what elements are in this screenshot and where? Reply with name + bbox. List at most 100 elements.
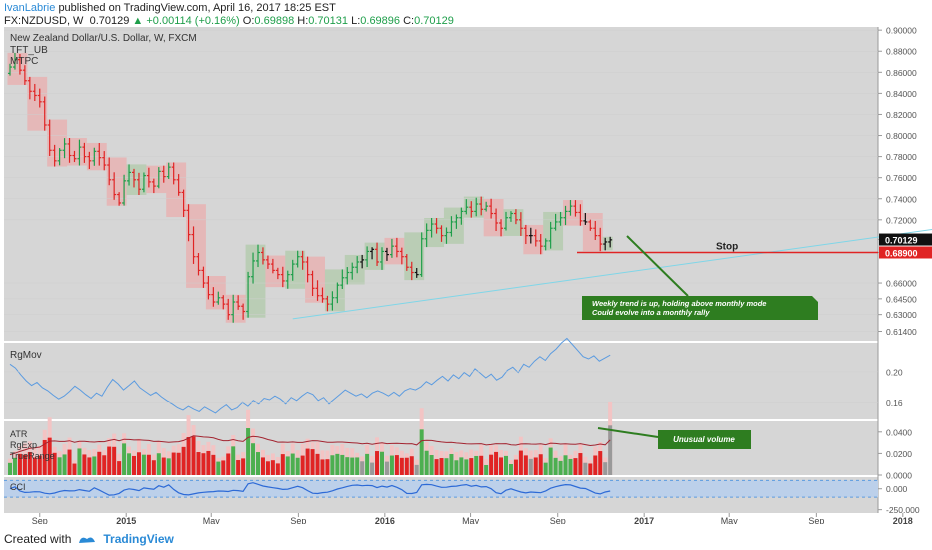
ohlc-bar	[568, 200, 573, 216]
ohlc-bar	[112, 172, 117, 200]
ohlc-bar	[469, 201, 474, 218]
true-range-bar	[454, 460, 459, 475]
true-range-bar	[340, 454, 345, 475]
ohlc-bar	[265, 255, 270, 269]
ohlc-bar	[92, 147, 97, 166]
ohlc-bar	[122, 174, 127, 206]
true-range-bar	[102, 455, 107, 475]
atr-label: ATR	[10, 429, 28, 439]
period-box	[106, 157, 127, 206]
ohlc-bar	[246, 271, 251, 318]
true-range-bar	[77, 448, 82, 475]
ohlc-bar	[384, 247, 389, 261]
ohlc-bar	[355, 256, 360, 274]
true-range-bar	[92, 456, 97, 475]
ohlc-bar	[513, 209, 518, 225]
period-boxes	[7, 52, 613, 323]
true-range-bar	[325, 459, 330, 475]
volume-note-text: Unusual volume	[673, 435, 735, 444]
ohlc-bar	[449, 216, 454, 237]
true-range-bar	[186, 437, 191, 475]
true-range-bar	[216, 461, 221, 475]
ohlc-bar	[117, 192, 122, 206]
true-range-bar	[389, 455, 394, 475]
ohlc-bar	[77, 139, 82, 166]
ohlc-bar	[563, 205, 568, 226]
true-range-bar	[419, 429, 424, 475]
true-range-bar	[275, 463, 280, 475]
period-box	[503, 209, 524, 236]
period-box	[324, 269, 345, 312]
true-range-bar	[380, 451, 384, 475]
true-range-bar	[459, 457, 464, 475]
true-range-bar	[196, 452, 201, 475]
true-range-bar	[141, 454, 146, 475]
rgexp-label: RgExp	[10, 440, 37, 450]
trend-line[interactable]	[292, 216, 932, 320]
true-range-bar	[330, 455, 335, 475]
chart-canvas[interactable]: Stop 0.90000 0.88000 0.86000 0.84000 0.82000…	[0, 27, 932, 524]
true-range-bar	[538, 454, 543, 475]
true-range-bar	[57, 457, 62, 475]
ohlc-bar	[315, 280, 320, 301]
ohlc-bar	[325, 295, 330, 312]
ohlc-bar	[345, 267, 350, 285]
ohlc-bar	[598, 227, 603, 252]
ohlc-bar	[409, 261, 414, 281]
tradingview-brand[interactable]: TradingView	[103, 532, 174, 546]
true-range-bar	[270, 460, 275, 475]
true-range-bar	[221, 460, 226, 475]
ohlc-bar	[47, 119, 52, 157]
ohlc-bar	[241, 303, 246, 320]
time-tick-label: 2015	[116, 516, 136, 524]
true-range-bar	[256, 452, 260, 475]
atr-line	[9, 435, 611, 456]
true-range-bar	[350, 457, 355, 475]
true-range-bar	[409, 456, 414, 475]
true-range-bar	[528, 458, 533, 475]
price-tick-label: 0.72000	[886, 215, 917, 225]
true-range-bar	[414, 464, 419, 475]
true-range-bar	[290, 453, 295, 475]
true-range-bar	[265, 461, 270, 475]
time-axis: Sep2015MaySep2016MaySep2017MaySep2018May	[32, 513, 913, 524]
true-range-bar	[518, 450, 523, 475]
footer: Created with TradingView	[4, 532, 174, 546]
true-range-bar	[315, 453, 320, 475]
rgmov-line	[9, 337, 611, 414]
period-box	[166, 162, 187, 218]
ohlc-bar	[518, 212, 523, 236]
true-range-bar	[171, 452, 176, 475]
rgmov-tick-label: 0.20	[886, 367, 903, 377]
true-range-bar	[241, 458, 246, 475]
ohlc-bar	[87, 151, 92, 169]
true-range-bar	[439, 458, 444, 475]
ohlc-bar	[22, 65, 27, 85]
ohlc-bar	[201, 266, 206, 288]
ohlc-bar	[360, 254, 365, 269]
ohlc-bar	[375, 242, 380, 266]
period-box	[305, 256, 325, 303]
true-range-bar	[573, 458, 578, 475]
ohlc-bar	[365, 246, 370, 267]
true-range-bar	[399, 457, 404, 475]
true-range-bar	[449, 454, 454, 475]
ohlc-bar	[404, 254, 409, 271]
true-range-bar	[117, 461, 122, 475]
true-range-bar	[370, 462, 375, 475]
true-range-bar	[345, 457, 350, 475]
ohlc-bar	[256, 244, 260, 268]
true-range-bar	[206, 450, 211, 475]
rgmov-pane[interactable]	[4, 343, 878, 419]
trend-note-box	[582, 296, 818, 320]
true-range-bar	[122, 443, 127, 475]
ohlc-bar	[305, 256, 310, 283]
ohlc-bar	[102, 151, 107, 171]
ohlc-bar	[429, 218, 434, 238]
cci-tick-label: 0.000	[886, 484, 908, 494]
ohlc-bar	[394, 237, 399, 258]
ohlc-bar	[389, 238, 394, 258]
author-link[interactable]: IvanLabrie	[4, 2, 56, 14]
period-box	[602, 236, 613, 251]
ohlc-bar	[479, 196, 484, 216]
